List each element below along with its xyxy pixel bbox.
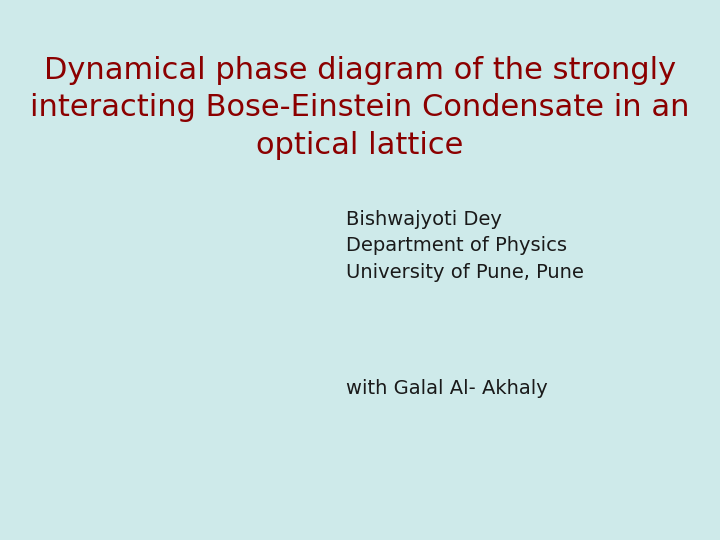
Text: Dynamical phase diagram of the strongly
interacting Bose-Einstein Condensate in : Dynamical phase diagram of the strongly … bbox=[30, 57, 690, 159]
Text: with Galal Al- Akhaly: with Galal Al- Akhaly bbox=[346, 379, 547, 399]
Text: Bishwajyoti Dey
Department of Physics
University of Pune, Pune: Bishwajyoti Dey Department of Physics Un… bbox=[346, 210, 583, 282]
